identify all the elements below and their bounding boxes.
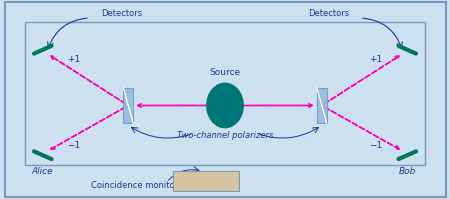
- Bar: [317, 88, 327, 123]
- Text: Bob: Bob: [399, 167, 416, 176]
- Ellipse shape: [206, 83, 244, 128]
- Text: Detectors: Detectors: [101, 9, 142, 19]
- Text: Source: Source: [209, 68, 241, 77]
- Text: +1: +1: [369, 55, 382, 64]
- Text: Two-channel polarizers: Two-channel polarizers: [177, 131, 273, 140]
- Text: Detectors: Detectors: [308, 9, 349, 19]
- Bar: [25, 22, 425, 165]
- Text: −1: −1: [68, 141, 81, 150]
- Bar: [173, 171, 238, 191]
- Text: Coincidence monitor: Coincidence monitor: [91, 180, 179, 190]
- Text: Alice: Alice: [32, 167, 54, 176]
- Text: −1: −1: [369, 141, 382, 150]
- Bar: [123, 88, 133, 123]
- Text: +1: +1: [68, 55, 81, 64]
